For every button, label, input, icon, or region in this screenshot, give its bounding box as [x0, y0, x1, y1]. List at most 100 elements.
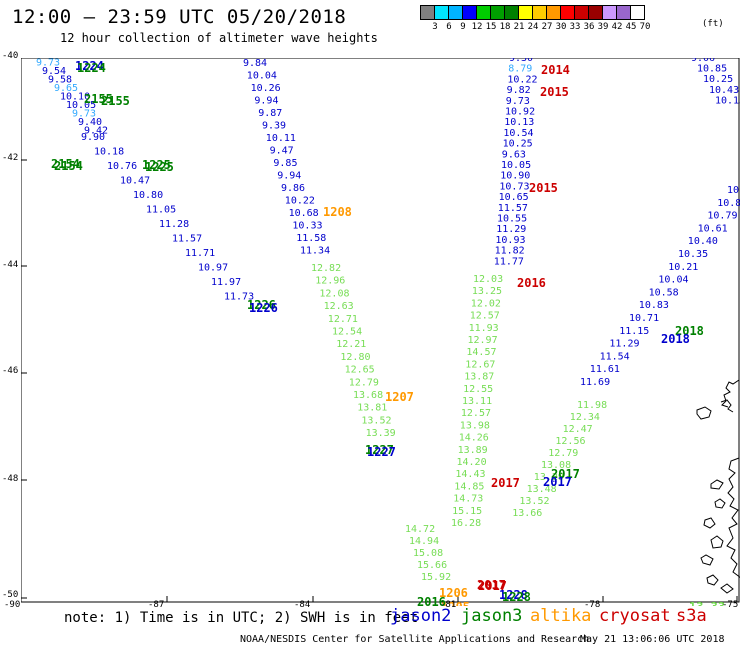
scale-swatch	[588, 5, 603, 20]
scale-swatch	[574, 5, 589, 20]
scale-swatch	[476, 5, 491, 20]
track-value: 13.52	[519, 496, 549, 507]
track-time-label: 2017	[477, 578, 506, 592]
coastline-segment	[720, 399, 734, 413]
track-value: 13.39	[366, 428, 396, 439]
lon-label-84: -84	[294, 600, 311, 610]
track-value: 10.11	[266, 133, 296, 144]
scale-swatch	[518, 5, 533, 20]
legend-altika: altika	[530, 606, 592, 626]
track-value: 11.69	[580, 377, 610, 388]
track-value: 12.34	[570, 412, 600, 423]
track-time-label: 2154	[54, 159, 83, 173]
scale-label: 39	[597, 22, 609, 32]
track-value: 13.98	[460, 420, 490, 431]
track-value: 12.71	[328, 314, 358, 325]
scale-swatch	[630, 5, 645, 20]
track-value: 10.25	[703, 74, 733, 85]
scale-swatch	[420, 5, 435, 20]
track-value: 14.85	[454, 481, 484, 492]
track-value: 10.65	[499, 192, 529, 203]
scale-label: 18	[499, 22, 511, 32]
scale-swatches	[420, 5, 645, 20]
track-value: 11.61	[590, 364, 620, 375]
scale-label: 21	[513, 22, 525, 32]
scale-unit: (ft)	[702, 19, 724, 29]
map-subtitle: 12 hour collection of altimeter wave hei…	[60, 31, 378, 45]
track-value: 10.21	[668, 262, 698, 273]
track-value: 12.63	[324, 301, 354, 312]
track-value: 10.68	[289, 208, 319, 219]
track-value: 10.04	[658, 275, 688, 286]
legend-s3a: s3a	[676, 606, 707, 626]
track-value: 10.33	[292, 221, 322, 232]
coastline-segment	[710, 535, 724, 549]
track-value: 9.58	[48, 75, 72, 86]
coastline-segment	[710, 479, 724, 490]
track-value: 14.26	[459, 433, 489, 444]
track-value: 8.79	[508, 64, 532, 75]
track-value: 10.05	[66, 100, 96, 111]
track-value: 13.25	[472, 286, 502, 297]
track-value: 9.84	[243, 58, 267, 69]
coastline-segment	[726, 457, 740, 578]
track-time-label: 2016	[417, 595, 446, 606]
coastline-segment	[696, 406, 712, 420]
track-value: 13.87	[464, 372, 494, 383]
track-value: 12.96	[315, 276, 345, 287]
track-value: 12.79	[548, 448, 578, 459]
coastline-segment	[714, 498, 726, 509]
lat-label-48: -48	[2, 474, 19, 484]
track-value: 11.82	[495, 246, 525, 257]
track-value: 9.86	[281, 183, 305, 194]
track-value: 10.43	[709, 85, 739, 96]
coastline-segment	[706, 574, 719, 586]
scale-labels: 3 6 9 12 15 18 21 24 27 30 33 36 39 42 45 70	[421, 20, 650, 32]
track-value: 13.68	[353, 390, 383, 401]
track-value: 10.11	[30, 58, 60, 60]
track-value: 13.52	[361, 415, 391, 426]
track-time-label: 1228	[499, 588, 528, 602]
track-value: 9.30	[509, 58, 533, 64]
track-value: 9.73	[72, 109, 96, 120]
wave-height-color-scale: 3 6 9 12 15 18 21 24 27 30 33 36 39 42 45 70	[420, 5, 650, 32]
track-value: 14.20	[457, 457, 487, 468]
altimeter-map: 9.8410.0410.269.949.879.3910.119.479.859…	[21, 58, 740, 606]
legend-jason3: jason3	[461, 606, 523, 626]
track-value: 9.73	[506, 96, 530, 107]
lon-label-75: -75	[722, 600, 739, 610]
coastline-segment	[720, 583, 734, 594]
track-value: 10.85	[697, 64, 727, 75]
track-value: 12.97	[468, 335, 498, 346]
map-frame	[21, 58, 740, 603]
track-value: 11.29	[496, 224, 526, 235]
lon-label-78: -78	[584, 600, 601, 610]
track-value: 10.71	[629, 313, 659, 324]
track-time-label: 1226	[247, 298, 276, 312]
track-value: 12.21	[336, 339, 366, 350]
legend-cryosat: cryosat	[599, 606, 671, 626]
track-time-label: 2015	[540, 85, 569, 99]
track-value: 11.28	[159, 219, 189, 230]
track-time-label: 1227	[365, 443, 394, 457]
track-value: 13.08	[541, 460, 571, 471]
track-value: 10.15	[715, 95, 740, 106]
track-value: 11.05	[146, 205, 176, 216]
track-time-label: 13.33	[689, 600, 725, 606]
track-value: 10.86	[717, 198, 740, 209]
track-value: 10.35	[678, 249, 708, 260]
lat-label-46: -46	[2, 366, 19, 376]
track-value: 11.73	[224, 292, 254, 303]
scale-label: 45	[625, 22, 637, 32]
track-value: 13.29	[534, 472, 564, 483]
track-value: 10.79	[707, 211, 737, 222]
scale-swatch	[560, 5, 575, 20]
scale-label: 70	[639, 22, 651, 32]
footer-credit: NOAA/NESDIS Center for Satellite Applica…	[240, 634, 590, 645]
track-value: 9.40	[78, 117, 102, 128]
track-value: 11.98	[577, 400, 607, 411]
scale-label: 9	[460, 22, 466, 32]
coastline-segment	[703, 517, 716, 529]
track-time-label: 2155	[84, 92, 113, 106]
scale-label: 36	[583, 22, 595, 32]
